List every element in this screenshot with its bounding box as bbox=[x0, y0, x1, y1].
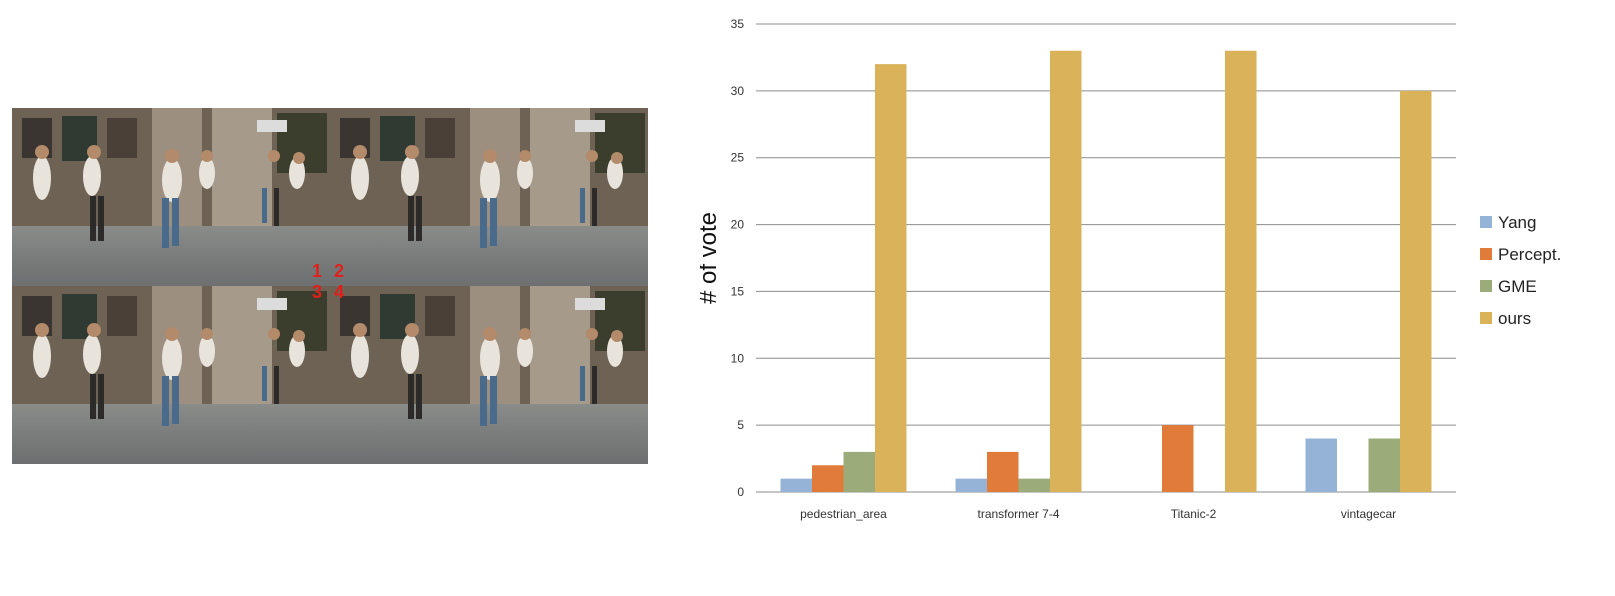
y-tick-label: 25 bbox=[731, 151, 745, 165]
x-category-label: pedestrian_area bbox=[800, 507, 887, 521]
x-category-label: transformer 7-4 bbox=[977, 507, 1059, 521]
legend-swatch bbox=[1480, 248, 1492, 260]
y-tick-label: 30 bbox=[731, 84, 745, 98]
y-tick-label: 10 bbox=[731, 351, 745, 365]
y-tick-label: 5 bbox=[737, 418, 744, 432]
bar-gme-1 bbox=[1018, 478, 1050, 492]
legend-label: ours bbox=[1498, 309, 1531, 328]
bar-yang-1 bbox=[955, 478, 987, 492]
bar-gme-0 bbox=[843, 451, 875, 492]
y-tick-label: 15 bbox=[731, 284, 745, 298]
legend-swatch bbox=[1480, 216, 1492, 228]
bar-ours-3 bbox=[1400, 90, 1432, 492]
bar-gme-3 bbox=[1368, 438, 1400, 492]
marker-2: 2 bbox=[334, 261, 344, 281]
x-category-label: Titanic-2 bbox=[1171, 507, 1217, 521]
marker-1: 1 bbox=[312, 261, 322, 281]
bars bbox=[780, 50, 1432, 492]
bar-percept-1 bbox=[987, 451, 1019, 492]
legend-label: GME bbox=[1498, 277, 1537, 296]
bar-ours-1 bbox=[1050, 50, 1082, 492]
legend: Yang Percept. GME ours bbox=[1480, 213, 1561, 328]
bar-percept-2 bbox=[1162, 425, 1194, 492]
legend-label: Percept. bbox=[1498, 245, 1561, 264]
gridlines bbox=[756, 23, 1456, 493]
legend-swatch bbox=[1480, 312, 1492, 324]
bar-percept-0 bbox=[812, 465, 844, 492]
bar-yang-3 bbox=[1305, 438, 1337, 492]
y-axis-title: # of vote bbox=[700, 212, 722, 304]
y-tick-label: 35 bbox=[731, 17, 745, 31]
marker-4: 4 bbox=[334, 282, 344, 302]
bar-yang-0 bbox=[780, 478, 812, 492]
legend-label: Yang bbox=[1498, 213, 1536, 232]
vote-bar-chart: 0 5 10 15 20 25 30 35 pedestrian_area transforme… bbox=[695, 0, 1615, 591]
y-tick-labels: 0 5 10 15 20 25 30 35 bbox=[731, 17, 745, 499]
x-category-label: vintagecar bbox=[1341, 507, 1396, 521]
video-frames-composite: 1 2 3 4 bbox=[12, 108, 648, 464]
marker-3: 3 bbox=[312, 282, 322, 302]
bar-ours-2 bbox=[1225, 50, 1257, 492]
bar-ours-0 bbox=[875, 64, 907, 492]
y-tick-label: 0 bbox=[737, 485, 744, 499]
x-category-labels: pedestrian_area transformer 7-4 Titanic-2 v… bbox=[800, 507, 1396, 521]
legend-swatch bbox=[1480, 280, 1492, 292]
y-tick-label: 20 bbox=[731, 218, 745, 232]
